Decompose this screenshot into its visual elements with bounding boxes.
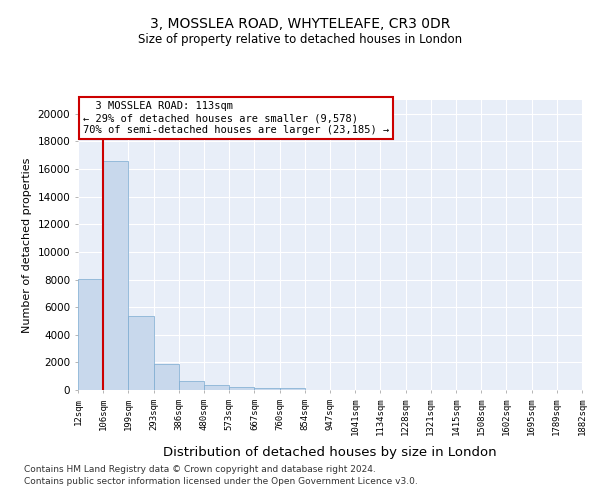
Text: Contains HM Land Registry data © Crown copyright and database right 2024.: Contains HM Land Registry data © Crown c… — [24, 466, 376, 474]
Text: Size of property relative to detached houses in London: Size of property relative to detached ho… — [138, 32, 462, 46]
X-axis label: Distribution of detached houses by size in London: Distribution of detached houses by size … — [163, 446, 497, 460]
Y-axis label: Number of detached properties: Number of detached properties — [22, 158, 32, 332]
Text: 3, MOSSLEA ROAD, WHYTELEAFE, CR3 0DR: 3, MOSSLEA ROAD, WHYTELEAFE, CR3 0DR — [150, 18, 450, 32]
Bar — [204, 386, 229, 390]
Bar — [103, 161, 128, 390]
Bar — [229, 387, 254, 390]
Bar — [154, 364, 179, 390]
Bar — [78, 279, 103, 390]
Bar — [280, 388, 305, 390]
Bar — [179, 380, 204, 390]
Text: Contains public sector information licensed under the Open Government Licence v3: Contains public sector information licen… — [24, 477, 418, 486]
Bar — [128, 316, 154, 390]
Bar — [254, 388, 280, 390]
Text: 3 MOSSLEA ROAD: 113sqm
← 29% of detached houses are smaller (9,578)
70% of semi-: 3 MOSSLEA ROAD: 113sqm ← 29% of detached… — [83, 102, 389, 134]
